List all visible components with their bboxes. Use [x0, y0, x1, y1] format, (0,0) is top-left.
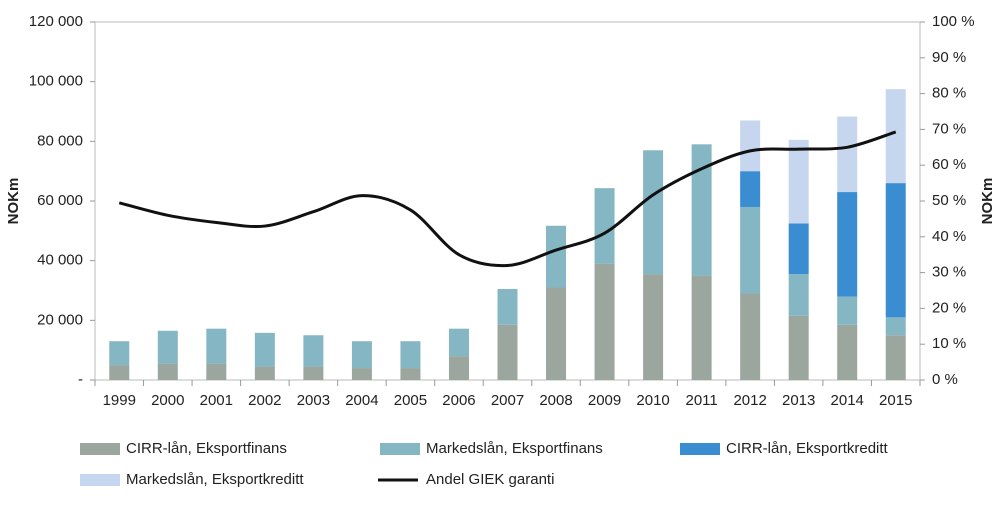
bar-segment — [400, 368, 421, 380]
x-tick-label: 2015 — [879, 392, 912, 409]
x-tick-label: 2000 — [151, 392, 184, 409]
legend-label: CIRR-lån, Eksportfinans — [126, 440, 287, 457]
bar-segment — [740, 120, 761, 172]
x-tick-label: 2005 — [394, 392, 427, 409]
line-series — [118, 130, 897, 268]
x-tick-label: 2002 — [248, 392, 281, 409]
y2-axis-label: NOKm — [979, 178, 996, 225]
bar-segment — [254, 366, 275, 380]
x-tick-label: 2014 — [831, 392, 864, 409]
bar-segment — [788, 223, 809, 275]
x-tick-label: 2006 — [442, 392, 475, 409]
bar-segment — [594, 263, 615, 380]
bar-segment — [837, 296, 858, 325]
legend-swatch — [80, 474, 120, 486]
legend-swatch — [380, 443, 420, 455]
bar-segment — [885, 317, 906, 336]
y-tick-label: 120 000 — [29, 13, 83, 30]
bar-segment — [351, 341, 372, 369]
x-tick-label: 2003 — [297, 392, 330, 409]
bar-segment — [885, 89, 906, 184]
y2-tick-label: 10 % — [932, 335, 966, 352]
y2-tick-label: 0 % — [932, 371, 958, 388]
bar-segment — [740, 206, 761, 294]
bar-segment — [691, 275, 712, 380]
y2-tick-label: 90 % — [932, 49, 966, 66]
bar-segment — [448, 328, 469, 357]
bar-segment — [594, 188, 615, 264]
bar-segment — [109, 365, 130, 380]
bar-segment — [546, 287, 567, 380]
bar-segment — [157, 330, 178, 364]
y2-tick-label: 40 % — [932, 228, 966, 245]
bar-segment — [303, 335, 324, 367]
y2-tick-label: 20 % — [932, 299, 966, 316]
y-axis-label: NOKm — [5, 178, 22, 225]
y-tick-label: 60 000 — [37, 192, 83, 209]
bar-segment — [643, 150, 664, 275]
x-tick-label: 2001 — [200, 392, 233, 409]
bar-segment — [740, 171, 761, 207]
y-tick-label: 100 000 — [29, 73, 83, 90]
bar-segment — [497, 324, 518, 380]
y2-tick-label: 100 % — [932, 13, 975, 30]
bar-segment — [885, 183, 906, 318]
y-tick-label: 80 000 — [37, 132, 83, 149]
bar-segment — [351, 368, 372, 380]
y-tick-label: - — [78, 371, 83, 388]
bar-segment — [448, 356, 469, 380]
x-tick-label: 2012 — [733, 392, 766, 409]
bar-segment — [643, 274, 664, 380]
x-tick-label: 2004 — [345, 392, 378, 409]
y2-tick-label: 50 % — [932, 192, 966, 209]
bar-segment — [837, 324, 858, 380]
legend-label: Markedslån, Eksportkreditt — [126, 471, 304, 488]
y2-tick-label: 80 % — [932, 85, 966, 102]
x-tick-label: 2010 — [636, 392, 669, 409]
x-tick-label: 2007 — [491, 392, 524, 409]
bar-segment — [788, 139, 809, 224]
y-tick-label: 40 000 — [37, 252, 83, 269]
x-tick-label: 2009 — [588, 392, 621, 409]
legend-label: Markedslån, Eksportfinans — [426, 440, 603, 457]
bar-segment — [740, 293, 761, 380]
legend-label: CIRR-lån, Eksportkreditt — [726, 440, 889, 457]
bar-segment — [788, 274, 809, 316]
bar-segment — [206, 328, 227, 364]
legend-label: Andel GIEK garanti — [426, 471, 554, 488]
bar-segment — [303, 366, 324, 380]
x-tick-label: 2011 — [685, 392, 717, 409]
y2-tick-label: 60 % — [932, 156, 966, 173]
legend-swatch — [680, 443, 720, 455]
x-tick-label: 2013 — [782, 392, 815, 409]
bar-segment — [788, 315, 809, 380]
bar-segment — [254, 332, 275, 367]
bar-segment — [837, 192, 858, 297]
bar-segment — [400, 341, 421, 369]
legend-swatch — [80, 443, 120, 455]
y-tick-label: 20 000 — [37, 311, 83, 328]
y2-tick-label: 70 % — [932, 120, 966, 137]
bar-segment — [837, 116, 858, 193]
bar-segment — [885, 335, 906, 380]
y2-tick-label: 30 % — [932, 264, 966, 281]
bar-segment — [157, 363, 178, 380]
bar-segment — [206, 363, 227, 380]
bar-segment — [497, 289, 518, 325]
x-tick-label: 1999 — [103, 392, 136, 409]
bar-segment — [546, 225, 567, 288]
bar-segment — [109, 341, 130, 366]
x-tick-label: 2008 — [539, 392, 572, 409]
bar-segment — [691, 144, 712, 276]
